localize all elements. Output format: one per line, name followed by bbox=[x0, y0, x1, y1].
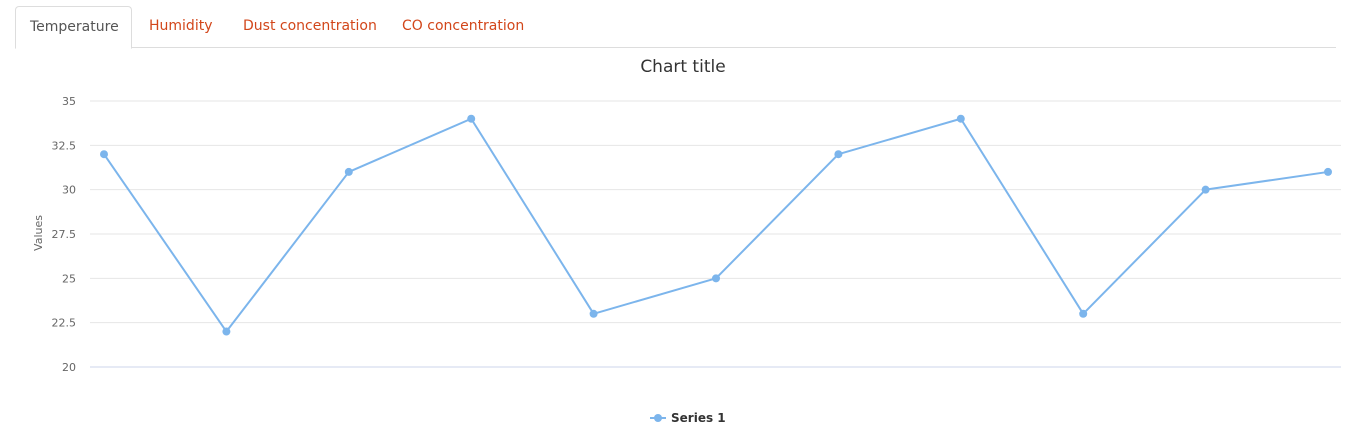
data-point[interactable] bbox=[712, 274, 720, 283]
y-tick-label: 20 bbox=[62, 361, 76, 374]
tab-humidity[interactable]: Humidity bbox=[149, 18, 213, 34]
tab-temperature[interactable]: Temperature bbox=[15, 6, 132, 49]
data-point[interactable] bbox=[956, 114, 965, 123]
data-point[interactable] bbox=[1079, 309, 1088, 318]
data-point[interactable] bbox=[100, 150, 108, 159]
y-axis-ticks: 20 22.5 25 27.5 30 32.5 35 bbox=[52, 95, 77, 374]
grid-lines bbox=[90, 100, 1341, 368]
y-tick-label: 32.5 bbox=[52, 139, 77, 152]
y-tick-label: 25 bbox=[62, 272, 76, 285]
y-tick-label: 27.5 bbox=[52, 228, 77, 241]
data-point[interactable] bbox=[222, 327, 231, 336]
series-group bbox=[100, 114, 1332, 336]
series-line bbox=[103, 117, 1329, 333]
legend-marker bbox=[654, 414, 662, 422]
tab-co-concentration[interactable]: CO concentration bbox=[402, 18, 525, 34]
chart-container: Chart title 20 22.5 25 27.5 30 32.5 35 Values … bbox=[0, 48, 1351, 433]
legend-label: Series 1 bbox=[671, 411, 726, 425]
tab-dust-concentration[interactable]: Dust concentration bbox=[243, 18, 377, 34]
data-point[interactable] bbox=[589, 309, 598, 318]
legend[interactable]: Series 1 bbox=[650, 411, 726, 425]
data-point[interactable] bbox=[467, 114, 476, 123]
tab-bar: Temperature Humidity Dust concentration … bbox=[15, 6, 1336, 49]
chart-title: Chart title bbox=[640, 57, 725, 77]
y-tick-label: 30 bbox=[62, 184, 76, 197]
data-point[interactable] bbox=[1324, 167, 1332, 176]
data-point[interactable] bbox=[1201, 185, 1210, 194]
y-tick-label: 35 bbox=[62, 95, 76, 108]
data-point[interactable] bbox=[834, 150, 843, 159]
data-point[interactable] bbox=[344, 167, 353, 176]
y-tick-label: 22.5 bbox=[52, 317, 77, 330]
y-axis-title: Values bbox=[32, 215, 45, 251]
